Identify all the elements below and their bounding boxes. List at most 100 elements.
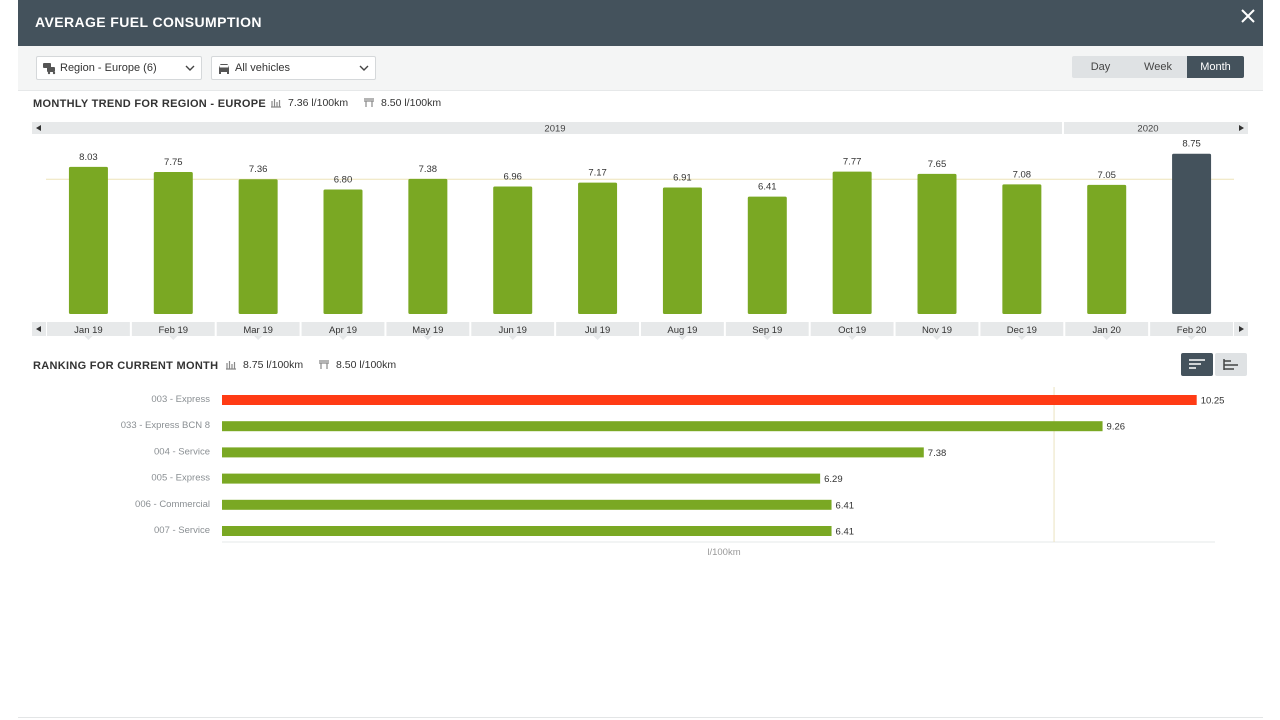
month-tick-label: Apr 19 [329, 325, 357, 336]
month-tick-label: May 19 [412, 325, 443, 336]
month-tick[interactable]: Feb 20 [1150, 322, 1233, 340]
month-scroll-right-button[interactable] [1234, 322, 1248, 336]
ranking-bar[interactable] [222, 421, 1103, 432]
month-tick[interactable]: Jan 20 [1065, 322, 1149, 340]
month-tick[interactable]: Jun 19 [471, 322, 555, 340]
trend-bar[interactable] [408, 178, 448, 314]
trend-title: MONTHLY TREND FOR REGION - EUROPE [33, 98, 266, 110]
ranking-average-stat: 8.75 l/100km [225, 359, 303, 371]
vehicles-select-value: All vehicles [235, 62, 291, 74]
month-tick-label: Oct 19 [838, 325, 866, 336]
month-tick-label: Mar 19 [243, 325, 273, 336]
trend-bar[interactable] [238, 179, 278, 314]
tab-week[interactable]: Week [1144, 61, 1172, 73]
sort-by-value-button[interactable] [1181, 353, 1213, 376]
month-tick-label: Jul 19 [585, 325, 610, 336]
car-icon [219, 64, 229, 74]
ranking-target-stat: 8.50 l/100km [318, 359, 396, 371]
ranking-bar-value-label: 6.41 [836, 500, 855, 511]
tab-month[interactable]: Month [1187, 56, 1244, 78]
trend-bar[interactable] [323, 189, 363, 314]
trend-bar-value-label: 7.36 [249, 164, 268, 175]
region-select-value: Region - Europe (6) [60, 62, 157, 74]
trend-bar[interactable] [153, 172, 193, 314]
month-tick[interactable]: Jan 19 [47, 322, 130, 340]
trend-target-stat: 8.50 l/100km [363, 97, 441, 109]
trend-bar[interactable] [1087, 184, 1127, 314]
month-tick[interactable]: Mar 19 [216, 322, 300, 340]
trend-bar[interactable] [493, 186, 533, 314]
filter-toolbar: Region - Europe (6) All vehicles Day Wee… [18, 46, 1263, 91]
ranking-axis-label: l/100km [707, 547, 740, 558]
ranking-vehicle-label: 006 - Commercial [135, 499, 210, 510]
ranking-bar[interactable] [222, 526, 832, 536]
month-tick-label: Jan 20 [1092, 325, 1121, 336]
year-band [32, 122, 1248, 134]
month-tick[interactable]: Apr 19 [301, 322, 385, 340]
month-tick[interactable]: Sep 19 [725, 322, 809, 340]
ranking-bar[interactable] [222, 395, 1197, 405]
trend-bar-value-label: 6.41 [758, 182, 777, 193]
month-tick[interactable]: Aug 19 [641, 322, 724, 340]
year-label-2020: 2020 [1137, 124, 1158, 135]
ranking-vehicle-label: 003 - Express [151, 394, 210, 405]
ranking-bar[interactable] [222, 499, 832, 510]
trend-bar-value-label: 8.75 [1182, 139, 1201, 150]
ranking-bar-value-label: 6.29 [824, 474, 843, 485]
ranking-bar-value-label: 6.41 [836, 527, 855, 538]
month-tick[interactable]: Jul 19 [556, 322, 639, 340]
vehicle-group-icon [43, 63, 56, 75]
trend-chart: 2019 2020 8.03 7.75 7.36 6.80 7.38 6.96 7.17 6.… [32, 122, 1248, 340]
trend-bar[interactable] [1002, 184, 1042, 314]
ranking-bar-value-label: 7.38 [928, 448, 947, 459]
dialog-title: AVERAGE FUEL CONSUMPTION [35, 14, 262, 30]
month-tick[interactable]: Dec 19 [980, 322, 1064, 340]
dialog-header: AVERAGE FUEL CONSUMPTION [18, 0, 1263, 46]
year-scroll-left-button[interactable] [32, 122, 46, 134]
trend-average-stat: 7.36 l/100km [270, 97, 348, 109]
ranking-bar[interactable] [222, 473, 821, 484]
month-tick-label: Feb 19 [158, 325, 188, 336]
trend-bar[interactable] [917, 173, 957, 314]
dialog-bottom-border [18, 717, 1263, 718]
tab-day[interactable]: Day [1090, 61, 1111, 73]
month-scroll-left-button[interactable] [32, 322, 46, 336]
trend-bar-value-label: 8.03 [79, 152, 98, 163]
vehicles-select[interactable]: All vehicles [211, 56, 376, 80]
year-label-2019: 2019 [544, 124, 565, 135]
sort-descending-icon [1189, 359, 1205, 369]
close-icon[interactable] [1237, 5, 1259, 27]
trend-bar-value-label: 7.65 [928, 159, 947, 170]
trend-bar[interactable] [68, 166, 108, 314]
trend-bar[interactable] [578, 182, 618, 314]
month-tick[interactable]: May 19 [386, 322, 470, 340]
bar-list-icon [1223, 359, 1238, 370]
month-tick-label: Jan 19 [74, 325, 103, 336]
trend-bar[interactable] [832, 171, 872, 314]
ranking-bar-value-label: 10.25 [1201, 396, 1225, 407]
trend-bar[interactable] [1172, 153, 1212, 314]
month-tick[interactable]: Nov 19 [895, 322, 979, 340]
fuel-consumption-dialog: AVERAGE FUEL CONSUMPTION Region - Europe… [18, 0, 1263, 720]
year-scroll-right-button[interactable] [1234, 122, 1248, 134]
sort-by-name-button[interactable] [1215, 353, 1247, 376]
month-tick-label: Aug 19 [667, 325, 697, 336]
region-select[interactable]: Region - Europe (6) [36, 56, 202, 80]
trend-bar-value-label: 6.80 [334, 174, 353, 185]
trend-bar[interactable] [662, 187, 702, 314]
ranking-bar[interactable] [222, 447, 924, 458]
month-tick[interactable]: Oct 19 [810, 322, 894, 340]
month-tick-label: Sep 19 [752, 325, 782, 336]
ranking-target-value: 8.50 l/100km [336, 359, 397, 371]
average-chart-icon [226, 361, 236, 370]
trend-bar[interactable] [747, 196, 787, 314]
month-tick[interactable]: Feb 19 [131, 322, 215, 340]
trend-bar-value-label: 6.91 [673, 172, 692, 183]
ranking-chart: 003 - Express 10.25 033 - Express BCN 8 9.2… [121, 387, 1225, 558]
ranking-vehicle-label: 007 - Service [154, 525, 210, 536]
average-chart-icon [271, 99, 281, 108]
ranking-average-value: 8.75 l/100km [243, 359, 304, 371]
trend-bar-value-label: 7.38 [419, 164, 438, 175]
trend-bar-value-label: 7.77 [843, 157, 862, 168]
trend-average-value: 7.36 l/100km [288, 97, 349, 109]
